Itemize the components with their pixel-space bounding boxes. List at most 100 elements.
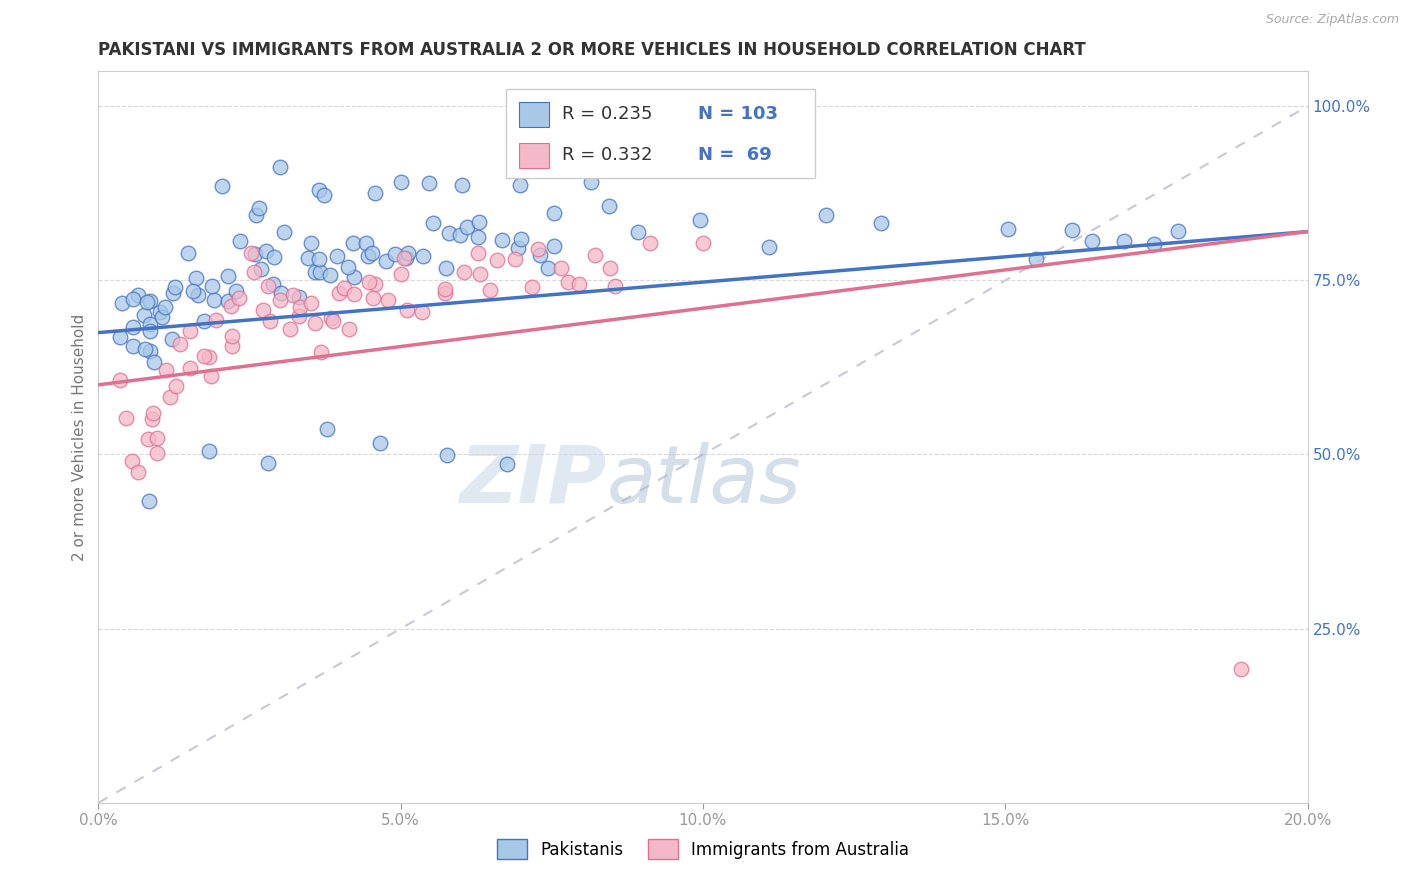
Point [333, 280, 356, 294]
Point [453, 265, 475, 279]
Text: Source: ZipAtlas.com: Source: ZipAtlas.com [1265, 13, 1399, 27]
Point [343, 269, 366, 284]
Point [437, 227, 460, 241]
Text: N =  69: N = 69 [697, 146, 772, 164]
Point [579, 175, 602, 189]
Point [395, 251, 418, 265]
Point [361, 291, 384, 305]
Point [309, 265, 332, 279]
Point [288, 290, 311, 304]
Point [328, 285, 350, 300]
Point [162, 285, 184, 300]
Point [259, 314, 281, 328]
Point [179, 361, 201, 376]
Point [319, 268, 342, 282]
Point [418, 176, 440, 190]
Point [270, 286, 292, 301]
Point [627, 225, 650, 239]
Point [269, 160, 291, 174]
Point [412, 249, 434, 263]
Point [299, 296, 322, 310]
Point [262, 277, 284, 291]
Text: atlas: atlas [606, 442, 801, 520]
Text: N = 103: N = 103 [697, 105, 778, 123]
Point [177, 246, 200, 260]
Point [278, 322, 301, 336]
Point [522, 280, 544, 294]
Point [136, 433, 159, 447]
Point [221, 339, 243, 353]
Point [221, 329, 243, 343]
Point [155, 363, 177, 377]
Point [314, 188, 336, 202]
Point [198, 443, 221, 458]
Point [368, 436, 391, 450]
Point [422, 216, 444, 230]
Point [486, 252, 509, 267]
Point [281, 288, 304, 302]
Point [263, 250, 285, 264]
Point [692, 235, 714, 250]
Point [139, 324, 162, 338]
Point [599, 260, 621, 275]
Point [225, 285, 247, 299]
Point [1143, 236, 1166, 251]
Point [364, 186, 387, 200]
Point [132, 309, 155, 323]
Point [136, 294, 159, 309]
Point [550, 261, 572, 276]
Point [391, 267, 413, 281]
Point [321, 310, 343, 325]
Point [450, 178, 472, 192]
Point [364, 277, 387, 291]
Point [217, 268, 239, 283]
Point [181, 284, 204, 298]
Point [304, 265, 326, 279]
Point [217, 293, 239, 308]
Point [134, 342, 156, 356]
Point [165, 379, 187, 393]
Point [322, 313, 344, 327]
Point [396, 245, 419, 260]
Point [583, 248, 606, 262]
Point [257, 279, 280, 293]
Point [997, 222, 1019, 236]
Point [240, 245, 263, 260]
Point [198, 350, 221, 364]
Point [219, 299, 242, 313]
Point [187, 288, 209, 302]
Point [184, 271, 207, 285]
Bar [519, 143, 550, 168]
Point [392, 252, 415, 266]
Point [122, 292, 145, 306]
Point [433, 282, 456, 296]
Point [505, 252, 527, 266]
Point [449, 228, 471, 243]
Point [169, 336, 191, 351]
Point [361, 246, 384, 260]
Point [1167, 224, 1189, 238]
Point [150, 310, 173, 325]
Point [543, 239, 565, 253]
Point [456, 220, 478, 235]
Point [139, 318, 162, 332]
Point [557, 275, 579, 289]
Point [326, 249, 349, 263]
Point [467, 230, 489, 244]
Point [163, 279, 186, 293]
Text: PAKISTANI VS IMMIGRANTS FROM AUSTRALIA 2 OR MORE VEHICLES IN HOUSEHOLD CORRELATI: PAKISTANI VS IMMIGRANTS FROM AUSTRALIA 2… [98, 41, 1087, 59]
Point [375, 253, 398, 268]
FancyBboxPatch shape [506, 89, 815, 178]
Text: ZIP: ZIP [458, 442, 606, 520]
Point [638, 235, 661, 250]
Point [357, 249, 380, 263]
Point [111, 296, 134, 310]
Point [468, 267, 491, 281]
Point [141, 412, 163, 426]
Point [249, 262, 271, 277]
Point [252, 302, 274, 317]
Point [288, 309, 311, 323]
Point [114, 410, 136, 425]
Point [568, 277, 591, 291]
Point [299, 235, 322, 250]
